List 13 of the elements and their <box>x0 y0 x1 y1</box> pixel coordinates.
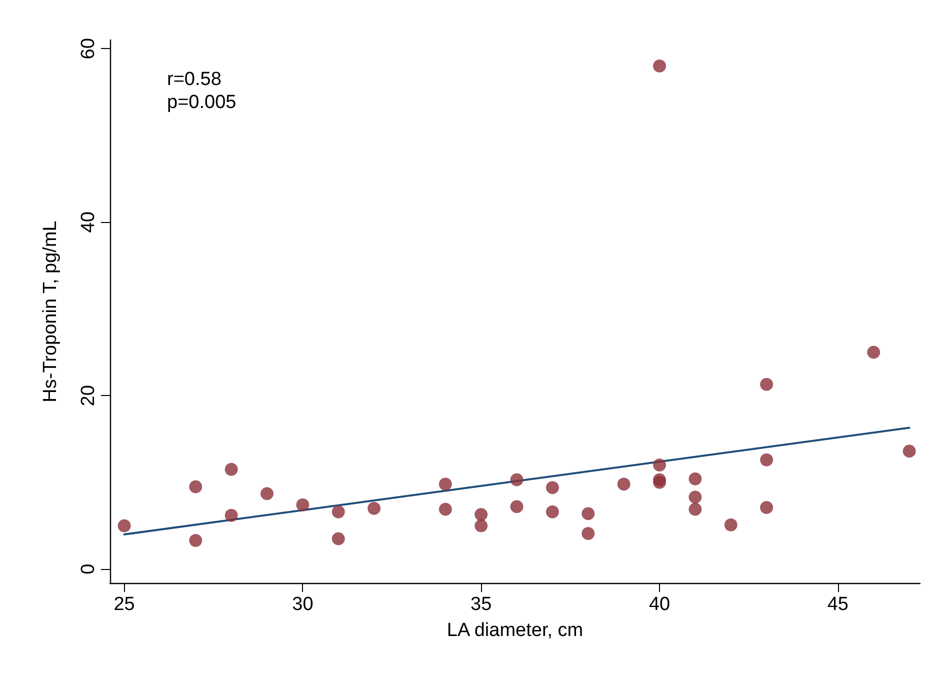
annotation: r=0.58 <box>167 69 222 90</box>
x-tick-label: 35 <box>470 594 492 615</box>
annotation: p=0.005 <box>167 92 236 113</box>
x-tick-label: 40 <box>648 594 670 615</box>
x-tick-label: 30 <box>292 594 314 615</box>
y-tick-label: 0 <box>78 564 99 574</box>
y-tick-label: 20 <box>78 385 99 406</box>
x-tick-label: 25 <box>114 594 135 615</box>
y-axis-title: Hs-Troponin T, pg/mL <box>40 220 61 402</box>
x-tick-label: 45 <box>827 594 848 615</box>
y-tick-label: 40 <box>78 212 99 233</box>
x-axis-title: LA diameter, cm <box>446 620 584 641</box>
y-tick-label: 60 <box>78 38 99 60</box>
